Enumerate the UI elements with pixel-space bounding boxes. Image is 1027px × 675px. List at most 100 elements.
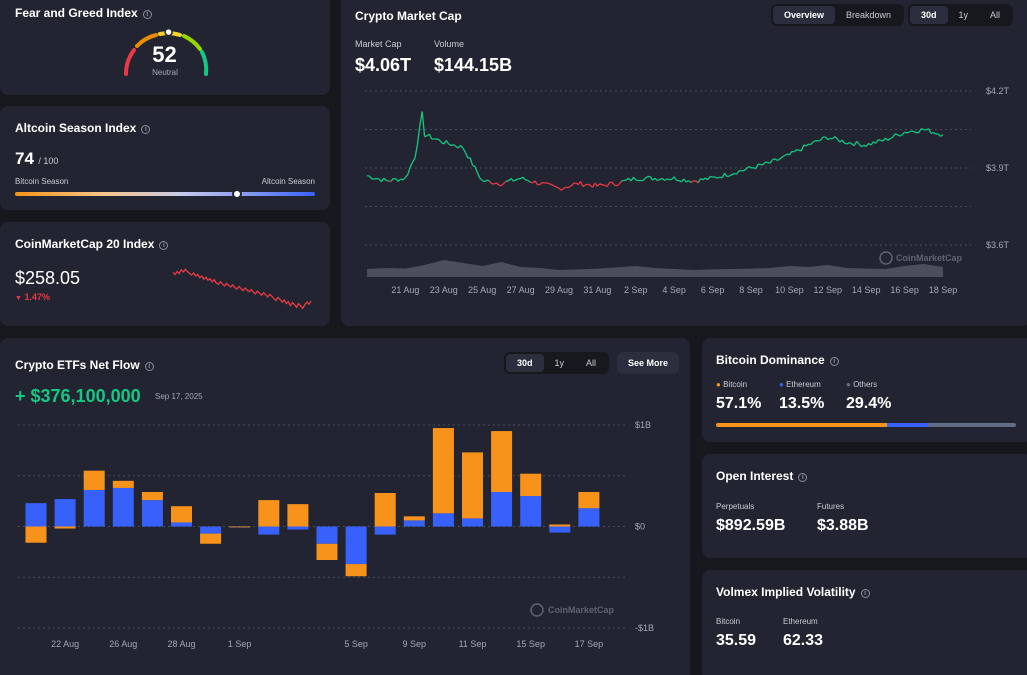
market-cap-line-segment	[563, 186, 567, 189]
dot-icon: ●	[716, 380, 721, 389]
ethereum-vol-value: 62.33	[783, 632, 824, 649]
range-1y[interactable]: 1y	[554, 358, 565, 368]
y-tick-label: $3.9T	[986, 163, 1010, 173]
market-cap-line-segment	[407, 166, 411, 175]
market-cap-line-segment	[710, 175, 713, 178]
market-cap-line-segment	[786, 153, 790, 156]
ethereum-vol-label: Ethereum	[783, 617, 818, 626]
x-tick-label: 5 Sep	[344, 639, 368, 649]
market-cap-line-segment	[827, 137, 831, 141]
market-cap-line-segment	[729, 174, 733, 177]
see-more-button[interactable]: See More	[617, 352, 680, 374]
market-cap-view-tabs: Overview Breakdown	[771, 4, 905, 26]
market-cap-line-segment	[568, 185, 572, 188]
market-cap-line-segment	[909, 130, 913, 133]
market-cap-line-segment	[928, 128, 932, 134]
market-cap-line-segment	[858, 143, 862, 148]
market-cap-line-segment	[380, 177, 385, 183]
x-tick-label: 31 Aug	[583, 285, 611, 295]
market-cap-line-segment	[397, 178, 402, 182]
market-cap-line-segment	[575, 182, 579, 186]
info-icon[interactable]: i	[141, 125, 151, 134]
tab-breakdown[interactable]: Breakdown	[846, 10, 892, 20]
market-cap-line-segment	[657, 178, 661, 182]
bitcoin-dominance-card[interactable]: Bitcoin Dominance i ● Bitcoin ● Ethereum …	[702, 338, 1027, 442]
market-cap-line-segment	[630, 176, 634, 182]
altcoin-season-card[interactable]: Altcoin Season Index i 74 / 100 Bitcoin S…	[0, 106, 330, 210]
market-cap-line-segment	[599, 183, 603, 186]
tab-overview[interactable]: Overview	[773, 6, 836, 24]
info-icon[interactable]: i	[159, 241, 169, 250]
gauge-indicator	[164, 27, 173, 37]
info-icon[interactable]: i	[144, 362, 154, 371]
fear-greed-card[interactable]: Fear and Greed Index i 52 Neutral	[0, 0, 330, 95]
market-cap-line-segment	[745, 166, 750, 170]
range-all[interactable]: All	[990, 10, 1001, 20]
cmc20-price: $258.05	[15, 268, 81, 288]
x-tick-label: 28 Aug	[167, 639, 195, 649]
bitcoin-bar	[258, 500, 280, 527]
bitcoin-vol-value: 35.59	[716, 632, 757, 649]
cmc20-card[interactable]: CoinMarketCap 20 Index i $258.05 ▼ 1.47%	[0, 222, 330, 326]
market-cap-line-segment	[453, 144, 457, 147]
market-cap-line-segment	[714, 176, 718, 179]
market-cap-line-segment	[412, 157, 416, 163]
market-cap-line-segment	[553, 185, 557, 188]
market-cap-line-segment	[635, 179, 639, 182]
market-cap-line-segment	[580, 181, 584, 187]
market-cap-line-segment	[769, 159, 774, 164]
market-cap-line-segment	[781, 155, 785, 158]
market-cap-line-segment	[464, 152, 469, 159]
etf-flow-card[interactable]: Crypto ETFs Net Flow i 30d 1y All See Mor…	[0, 338, 690, 675]
market-cap-line-segment	[702, 177, 706, 181]
market-cap-line-segment	[918, 128, 922, 133]
info-icon[interactable]: i	[860, 589, 870, 598]
info-icon[interactable]: i	[798, 473, 808, 482]
market-cap-line-segment	[863, 144, 867, 148]
market-cap-line-segment	[659, 177, 663, 180]
market-cap-line-segment	[585, 183, 589, 186]
market-cap-line-segment	[529, 181, 533, 184]
x-tick-label: 16 Sep	[890, 285, 919, 295]
dot-icon: ●	[779, 380, 784, 389]
bitcoin-bar	[549, 524, 571, 527]
market-cap-line-segment	[498, 184, 502, 187]
range-all[interactable]: All	[586, 358, 597, 368]
info-icon[interactable]: i	[829, 357, 839, 366]
market-cap-line-segment	[455, 145, 459, 149]
market-cap-line-segment	[618, 180, 622, 185]
market-cap-line-segment	[404, 174, 409, 178]
open-interest-card[interactable]: Open Interest i Perpetuals $892.59B Futur…	[702, 454, 1027, 558]
ethereum-bar	[462, 518, 483, 527]
market-cap-line-segment	[520, 176, 524, 180]
market-cap-card[interactable]: Crypto Market Cap Overview Breakdown 30d…	[341, 0, 1027, 326]
market-cap-line-segment	[772, 158, 776, 161]
x-tick-label: 21 Aug	[391, 285, 419, 295]
range-30d[interactable]: 30d	[910, 6, 948, 24]
market-cap-line-segment	[625, 177, 629, 181]
volmex-card[interactable]: Volmex Implied Volatility i Bitcoin 35.59…	[702, 570, 1027, 675]
bitcoin-bar	[83, 470, 105, 490]
x-tick-label: 23 Aug	[430, 285, 458, 295]
x-tick-label: 29 Aug	[545, 285, 573, 295]
etf-chart[interactable]: $1B $0 -$1B 22 Aug 26 Aug 28 Aug 1 Sep 5 Sep 9 S…	[0, 413, 690, 673]
market-cap-line-segment	[448, 143, 452, 147]
bitcoin-bar	[374, 493, 396, 527]
range-30d[interactable]: 30d	[506, 354, 544, 372]
market-cap-line-segment	[486, 179, 490, 182]
market-cap-line-segment	[762, 161, 766, 166]
market-cap-line-segment	[784, 153, 788, 157]
market-cap-line-segment	[546, 182, 550, 185]
market-cap-line-segment	[933, 132, 937, 135]
range-1y[interactable]: 1y	[958, 10, 969, 20]
market-cap-line-segment	[731, 172, 735, 176]
market-cap-line-segment	[383, 177, 387, 181]
bitcoin-bar	[141, 491, 163, 501]
info-icon[interactable]: i	[142, 10, 152, 19]
market-cap-line-segment	[386, 179, 389, 182]
dominance-bar	[716, 423, 1016, 427]
market-cap-chart[interactable]: $4.2T $3.9T $3.6T CoinMarketCap 21 Aug 23 Aug…	[341, 87, 1027, 317]
ethereum-bar	[141, 500, 163, 527]
market-cap-line-segment	[570, 183, 574, 187]
futures-label: Futures	[817, 502, 845, 511]
